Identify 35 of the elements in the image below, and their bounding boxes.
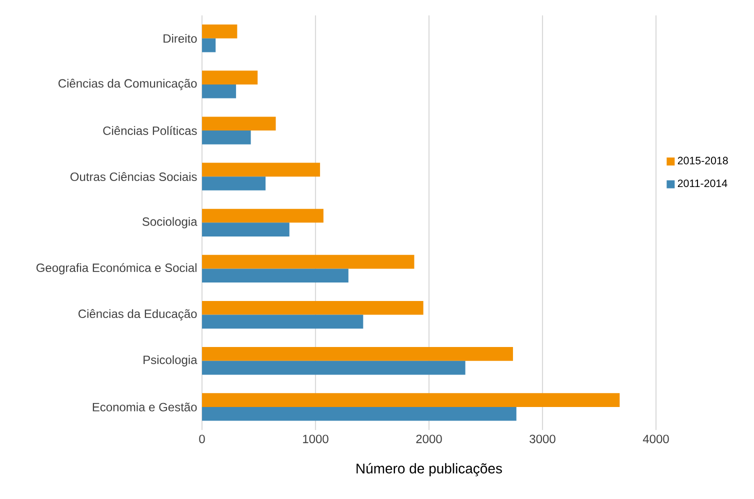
bar: [202, 176, 266, 190]
legend-label: 2015-2018: [678, 156, 728, 164]
bar: [202, 347, 513, 361]
bar: [202, 84, 236, 98]
legend-label: 2011-2014: [678, 180, 728, 188]
bar: [202, 162, 320, 177]
y-tick-label: Geografia Económica e Social: [36, 263, 196, 274]
bar: [202, 254, 414, 269]
y-tick-label: Direito: [164, 34, 197, 43]
x-tick-label: 4000: [642, 434, 669, 444]
y-tick-label: Economia e Gestão: [92, 402, 197, 412]
y-tick-label: Sociologia: [142, 217, 198, 228]
bar: [202, 116, 276, 131]
bar: [202, 38, 216, 52]
bar: [202, 393, 620, 407]
bar: [202, 208, 324, 223]
bar: [202, 300, 424, 315]
y-tick-label: Ciências da Comunicação: [58, 78, 197, 90]
x-tick-label: 1000: [303, 434, 328, 444]
bar: [202, 222, 290, 236]
y-tick-label: Psicologia: [144, 355, 198, 366]
bar: [202, 24, 238, 38]
y-tick-label: Outras Ciências Sociais: [70, 172, 197, 182]
bar: [202, 314, 364, 329]
bar: [202, 360, 466, 375]
bar: [202, 70, 258, 84]
bar: [202, 406, 516, 421]
x-tick-label: 2000: [416, 434, 442, 444]
y-tick-label: Ciências da Educação: [78, 309, 197, 320]
x-tick-label: 3000: [530, 434, 556, 444]
y-tick-label: Ciências Políticas: [103, 126, 197, 135]
bar: [202, 268, 348, 283]
x-tick-label: 0: [199, 434, 205, 444]
x-axis-title: Número de publicações: [356, 463, 502, 476]
bar: [202, 130, 251, 144]
